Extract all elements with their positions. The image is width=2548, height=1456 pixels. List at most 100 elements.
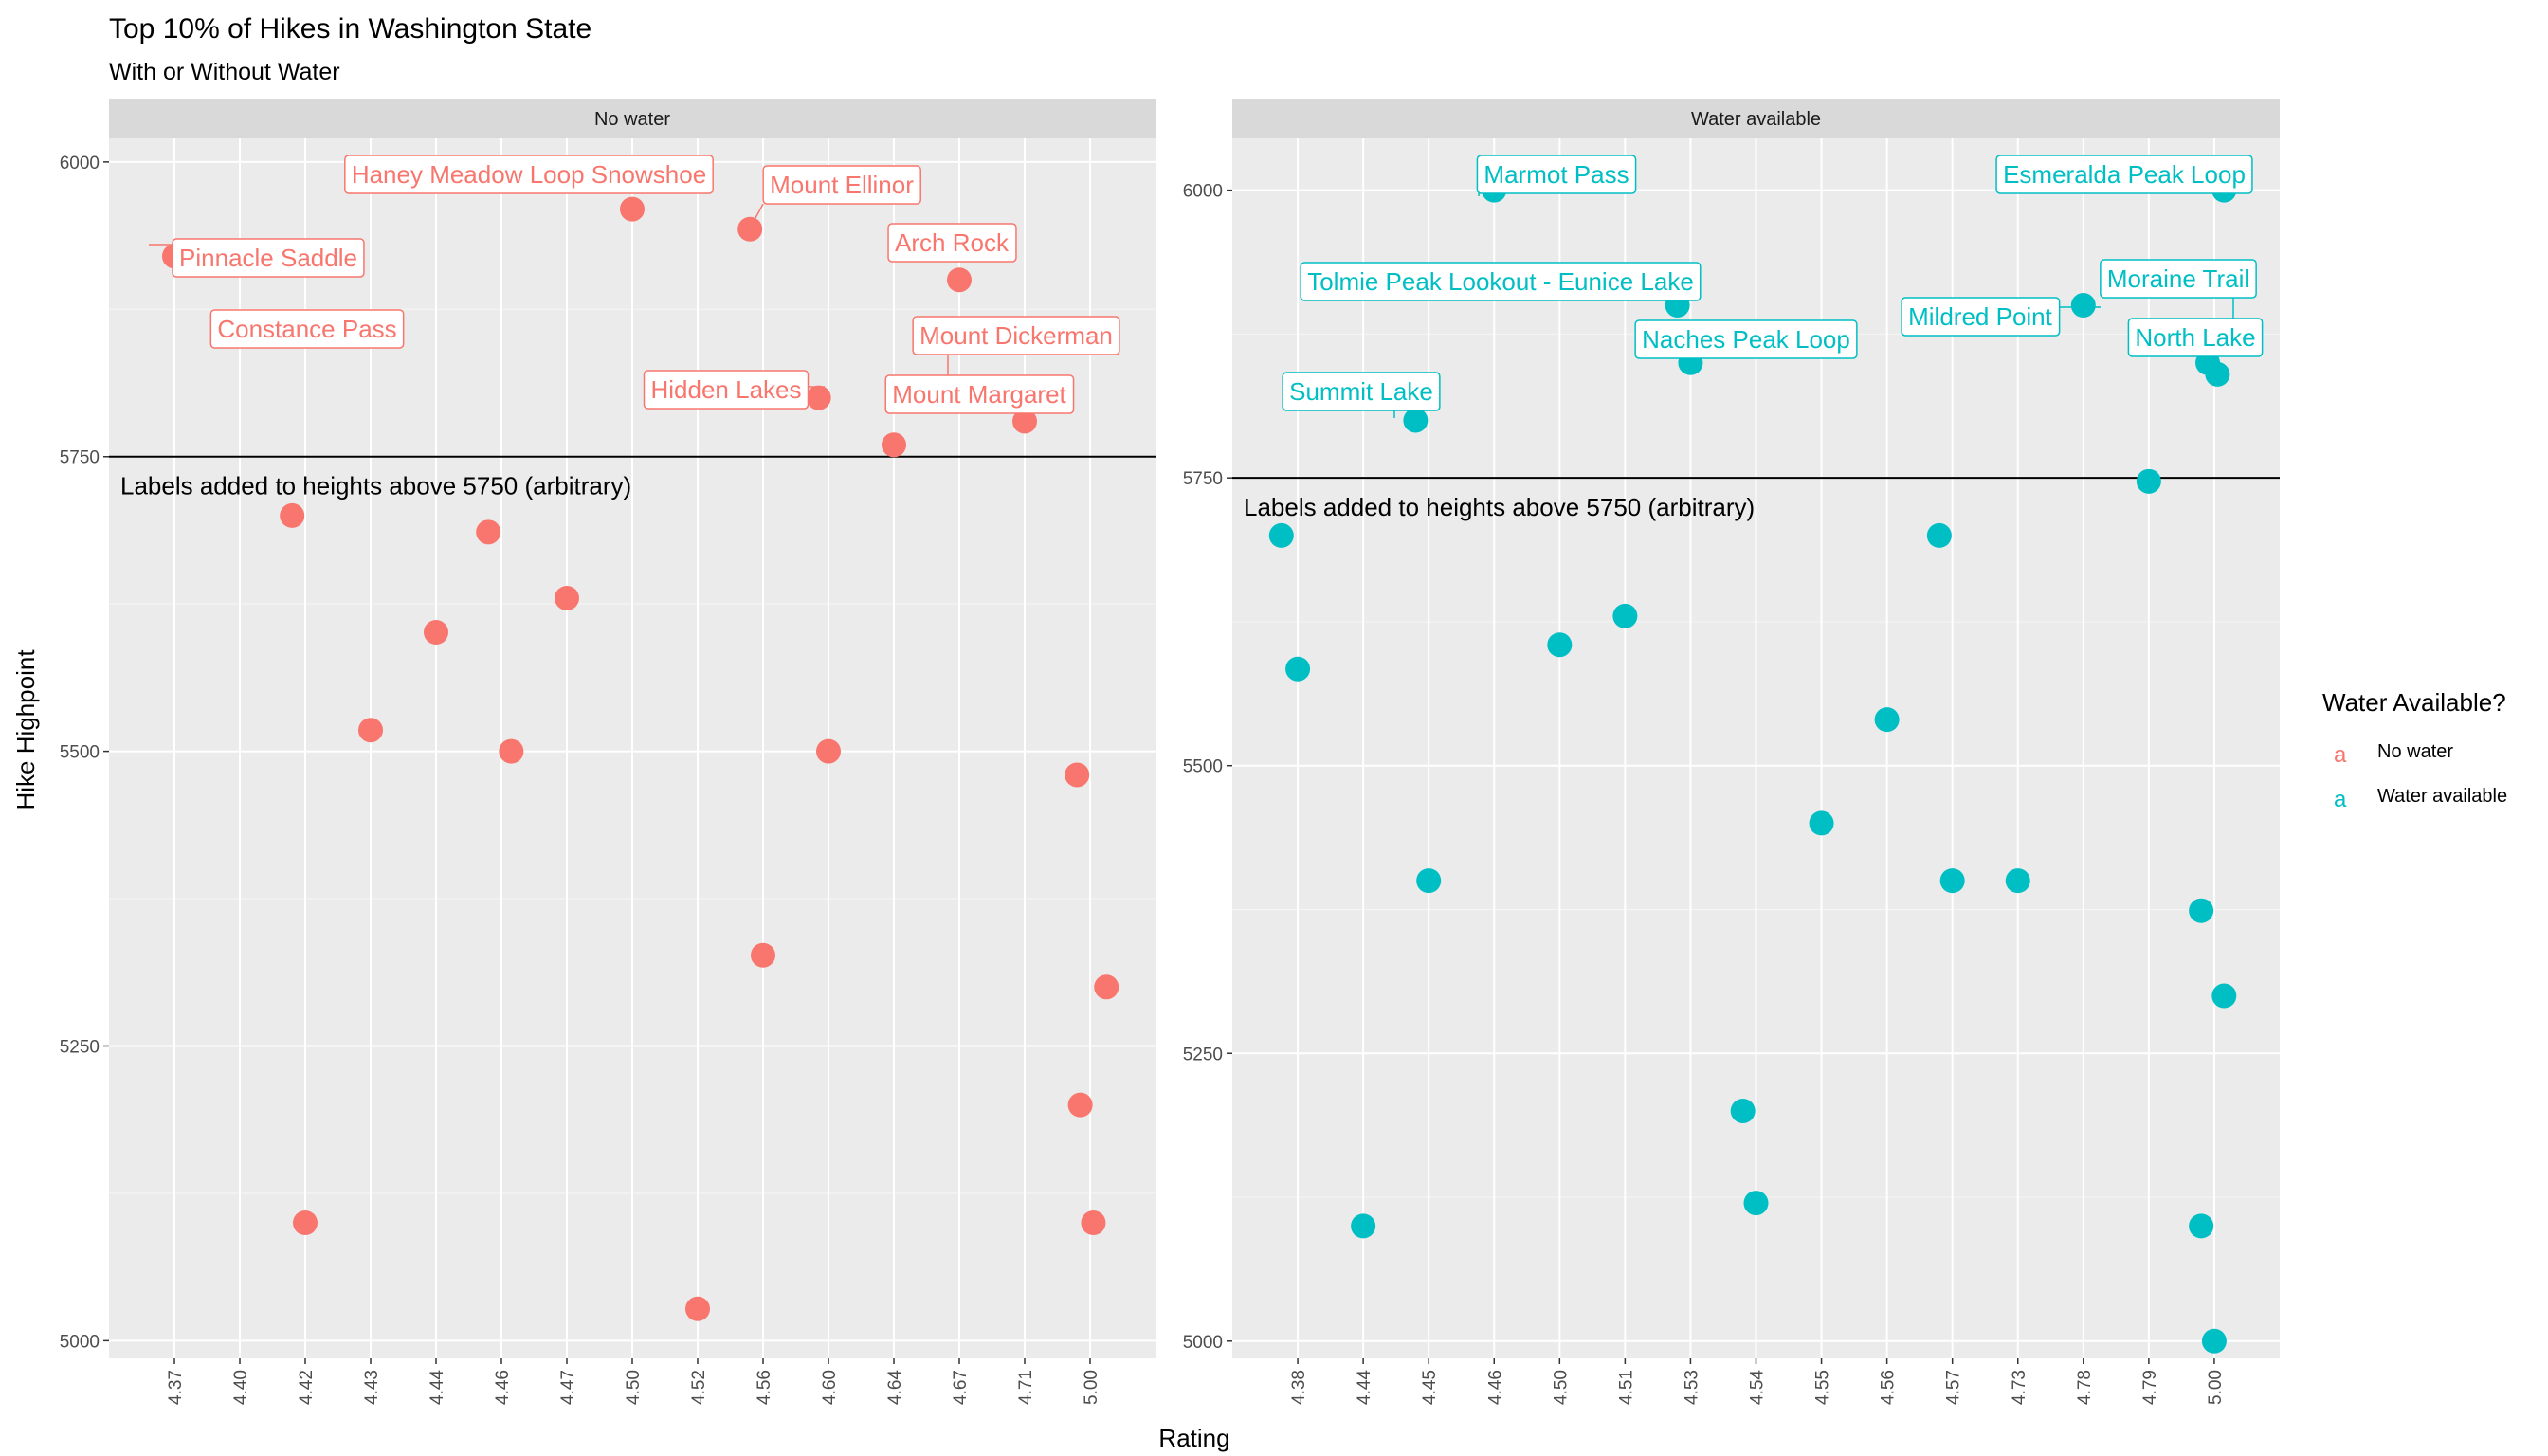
point-label: Mount Ellinor [755, 165, 921, 219]
x-tick-label: 4.42 [297, 1370, 317, 1405]
x-tick-label: 4.44 [428, 1370, 447, 1405]
point-label-box [209, 309, 405, 349]
data-point [280, 502, 305, 528]
x-tick-label: 4.56 [1879, 1370, 1899, 1405]
x-tick-label: 4.52 [689, 1370, 709, 1405]
y-tick-label: 5000 [1183, 1333, 1223, 1353]
x-tick-label: 4.55 [1813, 1370, 1833, 1405]
point-label-text: Summit Lake [1289, 377, 1433, 406]
x-tick-label: 4.40 [231, 1370, 251, 1405]
x-tick-label: 4.50 [1551, 1370, 1571, 1405]
data-point [1403, 408, 1429, 433]
point-label-text: Haney Meadow Loop Snowshoe [352, 160, 706, 189]
point-label-text: Arch Rock [895, 228, 1010, 257]
legend: Water Available? a No water a Water avai… [2322, 688, 2507, 812]
data-point [1612, 603, 1638, 628]
data-point [1268, 522, 1294, 548]
facet-strip [1232, 99, 2280, 138]
y-tick-label: 6000 [1183, 182, 1223, 202]
data-point [476, 519, 501, 545]
point-label-box [1634, 319, 1858, 359]
data-point [816, 738, 841, 764]
x-tick-label: 4.50 [624, 1370, 644, 1405]
point-label: Esmeralda Peak Loop [1995, 155, 2253, 194]
data-point [751, 942, 775, 968]
point-label-box [884, 374, 1075, 414]
x-axis-title: Rating [1158, 1424, 1229, 1452]
data-point [1094, 974, 1119, 1000]
data-point [2201, 1328, 2227, 1354]
point-label-text: Tolmie Peak Lookout - Eunice Lake [1307, 267, 1694, 296]
data-point [1067, 1092, 1093, 1118]
y-tick-label: 5500 [60, 743, 100, 763]
legend-key-no-water: a [2334, 742, 2347, 768]
point-label-text: North Lake [2135, 323, 2255, 352]
legend-label-water-available: Water available [2377, 786, 2507, 807]
legend-label-no-water: No water [2377, 741, 2453, 762]
data-point [2005, 868, 2030, 894]
legend-title: Water Available? [2322, 688, 2506, 717]
point-label-box [1300, 262, 1702, 301]
point-label-text: Mount Margaret [892, 380, 1066, 409]
point-label-text: Naches Peak Loop [1642, 325, 1850, 354]
point-label-box [2100, 259, 2257, 299]
y-tick-label: 5750 [1183, 469, 1223, 489]
point-label: Naches Peak Loop [1634, 319, 1858, 359]
data-point [685, 1296, 710, 1321]
point-label: Summit Lake [1282, 372, 1441, 418]
x-tick-label: 4.73 [2010, 1370, 2029, 1405]
data-point [2211, 983, 2237, 1009]
point-label-box [643, 370, 810, 410]
point-label-box [1476, 155, 1637, 194]
x-tick-label: 4.60 [820, 1370, 840, 1405]
data-point [737, 216, 763, 242]
data-point [2136, 468, 2161, 494]
point-label-box [172, 238, 365, 278]
x-tick-label: 4.78 [2075, 1370, 2095, 1405]
facet-strip-label: Water available [1691, 109, 1821, 130]
point-label-box [762, 165, 921, 205]
data-point [424, 620, 448, 646]
point-label: Marmot Pass [1476, 155, 1637, 196]
point-label-box [887, 223, 1017, 263]
x-tick-label: 4.37 [166, 1370, 186, 1405]
point-label: Tolmie Peak Lookout - Eunice Lake [1300, 262, 1702, 305]
data-point [1285, 656, 1311, 682]
facet-strip-label: No water [594, 109, 670, 130]
point-label-box [1282, 372, 1441, 411]
data-point [1926, 522, 1952, 548]
point-label: North Lake [2127, 318, 2264, 357]
point-label: Moraine Trail [2100, 259, 2257, 355]
x-tick-label: 4.53 [1682, 1370, 1702, 1405]
data-point [555, 585, 579, 610]
data-point [1809, 810, 1834, 836]
data-point [1081, 1210, 1106, 1235]
point-label-text: Marmot Pass [1483, 160, 1629, 189]
x-tick-label: 4.46 [493, 1370, 513, 1405]
data-point [1416, 868, 1442, 894]
y-tick-label: 5250 [1183, 1045, 1223, 1065]
x-tick-label: 4.57 [1944, 1370, 1964, 1405]
data-point [2189, 898, 2214, 923]
point-label-text: Constance Pass [217, 315, 396, 343]
x-tick-label: 4.79 [2140, 1370, 2160, 1405]
point-label-text: Hidden Lakes [651, 375, 802, 404]
panel-water-available: Water available 5000 5250 5500 5750 6000 4.38 4… [1183, 99, 2280, 1405]
data-point [1351, 1213, 1376, 1239]
chart-title: Top 10% of Hikes in Washington State [109, 13, 592, 45]
data-point [620, 196, 645, 222]
data-point [1547, 632, 1573, 658]
point-label-box [2127, 318, 2264, 357]
reference-line-note: Labels added to heights above 5750 (arbi… [120, 472, 631, 500]
y-tick-label: 5750 [60, 448, 100, 468]
point-label-box [344, 155, 714, 194]
point-label: Mount Margaret [884, 374, 1075, 414]
point-label: Hidden Lakes [643, 370, 825, 410]
point-label: Pinnacle Saddle [149, 238, 365, 278]
data-point [2189, 1213, 2214, 1239]
data-point [1065, 762, 1090, 788]
x-tick-label: 4.38 [1289, 1370, 1309, 1405]
point-label: Constance Pass [209, 309, 405, 349]
x-tick-label: 4.45 [1420, 1370, 1440, 1405]
